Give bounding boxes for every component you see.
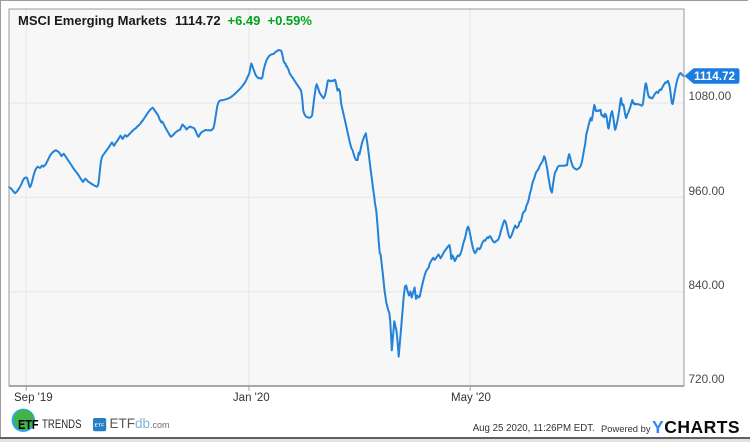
svg-text:1114.72: 1114.72 [694,70,735,83]
svg-text:ETF: ETF [95,423,105,428]
